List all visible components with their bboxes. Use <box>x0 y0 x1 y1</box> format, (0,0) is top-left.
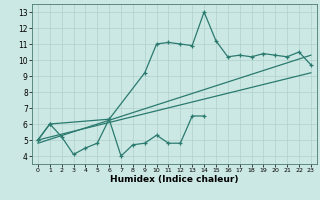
X-axis label: Humidex (Indice chaleur): Humidex (Indice chaleur) <box>110 175 239 184</box>
